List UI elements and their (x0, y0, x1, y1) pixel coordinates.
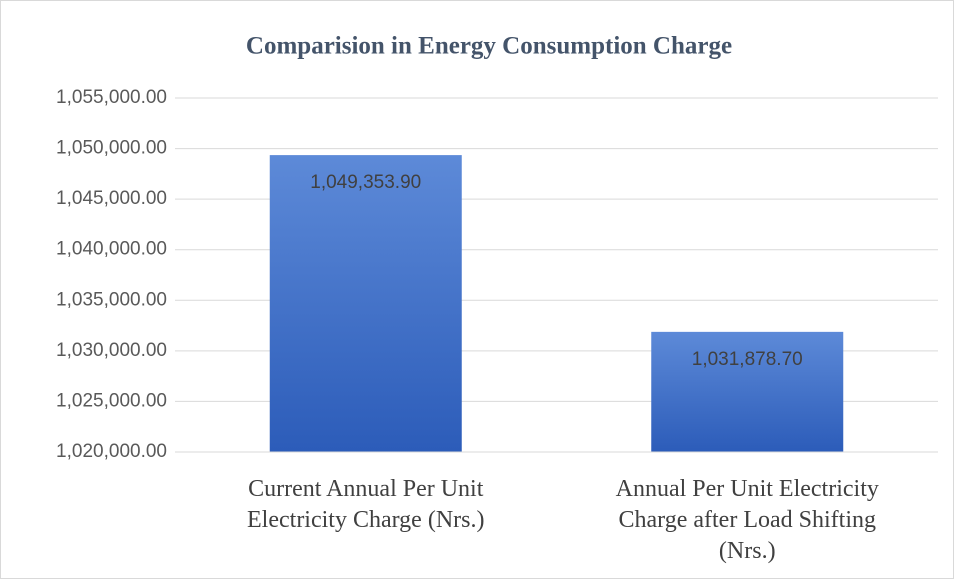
bar (651, 331, 844, 452)
y-tick-label: 1,040,000.00 (56, 239, 167, 260)
y-tick-label: 1,025,000.00 (56, 390, 167, 411)
x-tick-label: Annual Per Unit Electricity Charge after … (616, 476, 879, 564)
x-tick-label: Current Annual Per Unit Electricity Charg… (247, 476, 484, 533)
y-tick-label: 1,035,000.00 (56, 289, 167, 310)
data-label: 1,049,353.90 (310, 172, 421, 193)
chart-title: Comparision in Energy Consumption Charge (246, 33, 732, 60)
y-tick-label: 1,020,000.00 (56, 441, 167, 462)
y-tick-label: 1,050,000.00 (56, 138, 167, 159)
data-label: 1,031,878.70 (692, 349, 803, 370)
bar (269, 155, 462, 452)
y-tick-label: 1,045,000.00 (56, 188, 167, 209)
y-tick-label: 1,055,000.00 (56, 87, 167, 108)
y-tick-label: 1,030,000.00 (56, 340, 167, 361)
